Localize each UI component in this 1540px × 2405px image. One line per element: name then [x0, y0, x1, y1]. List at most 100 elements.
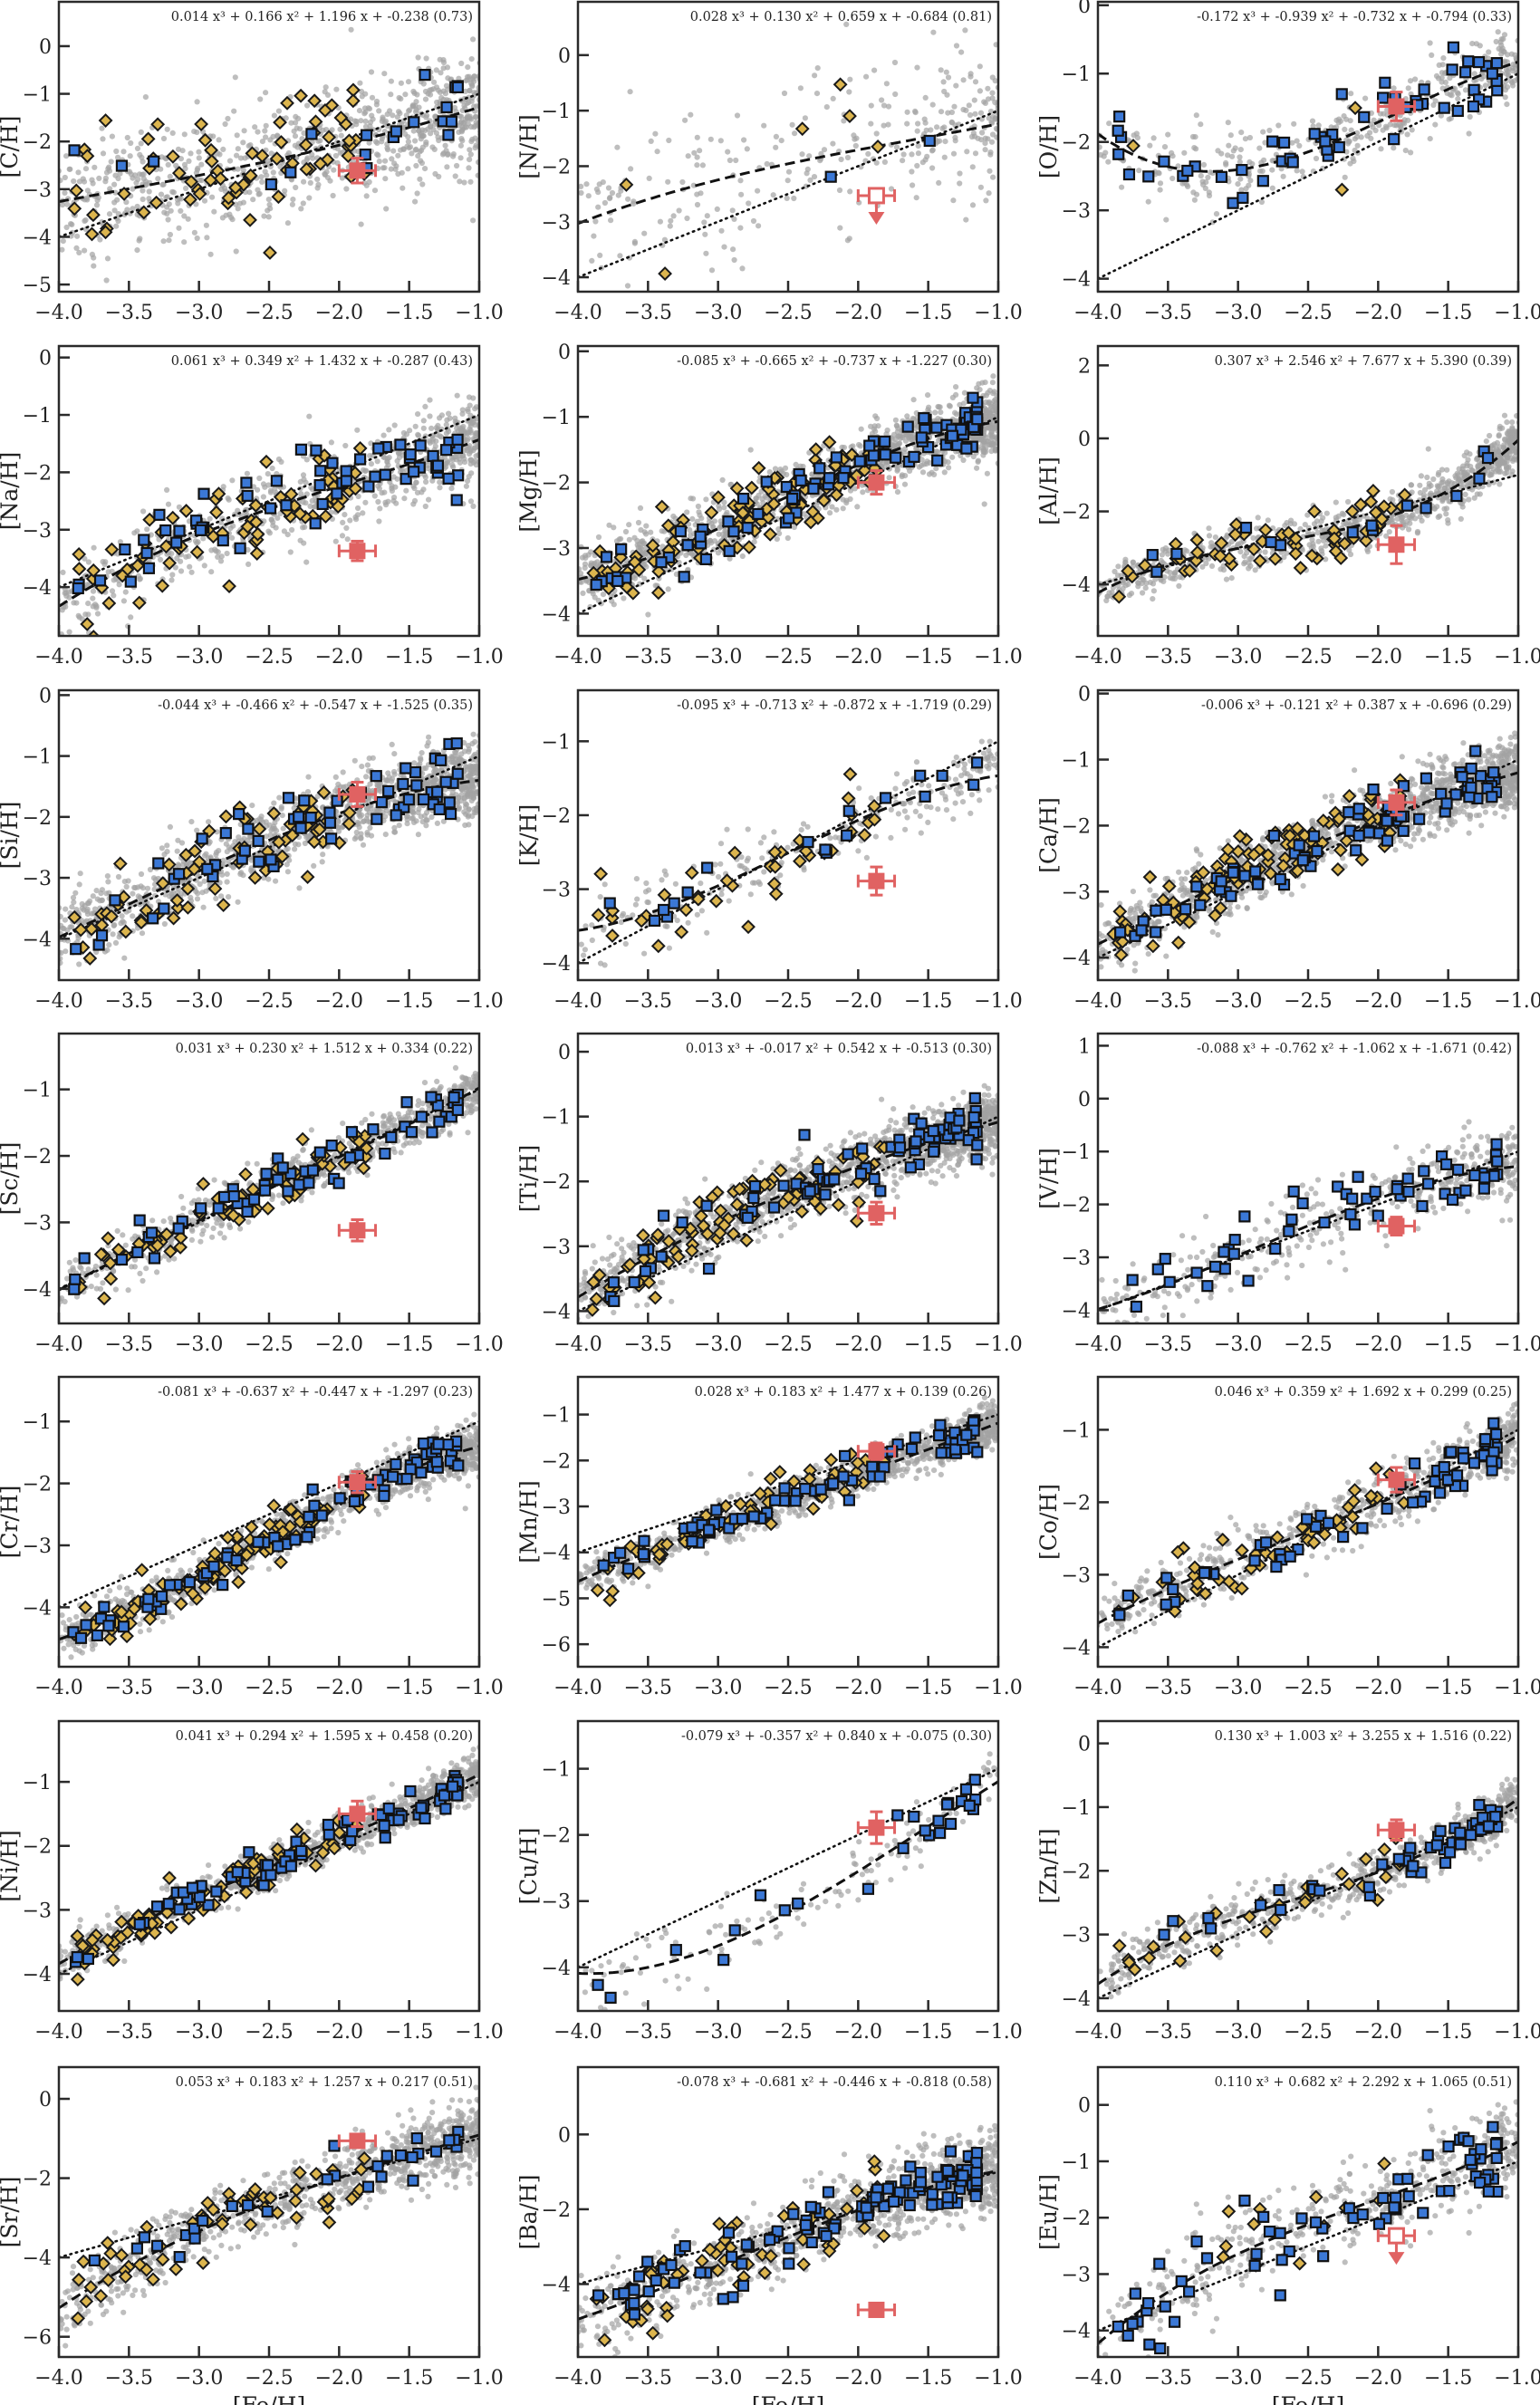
- x-tick-label: −1.0: [974, 302, 1022, 324]
- background-star-point: [342, 512, 348, 518]
- background-star-point: [449, 462, 456, 468]
- background-star-point: [881, 122, 887, 129]
- background-star-point: [971, 436, 977, 442]
- background-star-point: [813, 502, 820, 508]
- x-tick-label: −4.0: [1073, 302, 1121, 324]
- background-star-point: [82, 166, 90, 172]
- background-star-point: [988, 139, 996, 145]
- panel-nah: −4.0 −3.5 −3.0 −2.5 −2.0 −1.5 −1.00−1−2−3−4[Na…: [0, 344, 504, 669]
- background-star-point: [1299, 168, 1305, 175]
- yellow-diamond-point: [72, 562, 87, 576]
- background-star-point: [793, 461, 799, 467]
- background-star-point: [482, 424, 487, 429]
- blue-square-point: [173, 524, 186, 537]
- background-star-point: [307, 503, 313, 510]
- background-star-point: [414, 190, 420, 197]
- background-star-point: [1255, 515, 1261, 521]
- background-star-point: [1370, 124, 1376, 130]
- background-star-point: [482, 433, 487, 438]
- blue-square-point: [1335, 88, 1348, 101]
- background-star-point: [82, 247, 88, 254]
- background-star-point: [687, 527, 693, 534]
- blue-square-point: [837, 472, 850, 485]
- background-star-point: [986, 190, 992, 197]
- background-star-point: [668, 217, 674, 224]
- yellow-diamond-point: [101, 596, 117, 611]
- background-star-point: [1396, 121, 1402, 128]
- background-star-point: [990, 439, 997, 447]
- background-star-point: [588, 562, 594, 569]
- background-star-point: [1513, 55, 1518, 62]
- blue-square-point: [590, 578, 602, 592]
- background-star-point: [929, 101, 936, 108]
- blue-square-point: [316, 497, 329, 511]
- background-star-point: [1402, 148, 1409, 154]
- background-star-point: [127, 153, 133, 159]
- background-star-point: [1502, 94, 1508, 101]
- background-star-point: [218, 553, 225, 560]
- background-star-point: [133, 179, 140, 186]
- background-star-point: [932, 409, 938, 416]
- background-star-point: [648, 138, 654, 144]
- background-star-point: [1407, 78, 1414, 84]
- background-star-point: [188, 569, 195, 575]
- background-star-point: [172, 564, 178, 571]
- background-star-point: [353, 121, 360, 128]
- background-star-point: [275, 108, 282, 114]
- yellow-diamond-point: [149, 195, 164, 210]
- background-star-point: [284, 532, 291, 538]
- blue-square-point: [326, 457, 339, 469]
- background-star-point: [193, 201, 199, 207]
- background-star-point: [1200, 181, 1207, 188]
- background-star-point: [59, 202, 65, 208]
- background-star-point: [1354, 130, 1361, 136]
- yellow-diamond-point: [243, 212, 257, 227]
- background-star-point: [578, 579, 584, 585]
- yellow-diamond-point: [204, 154, 219, 168]
- background-star-point: [367, 453, 373, 459]
- background-star-point: [165, 501, 172, 507]
- background-star-point: [376, 108, 382, 114]
- background-star-point: [395, 463, 401, 469]
- background-star-point: [225, 115, 231, 122]
- background-star-point: [417, 131, 423, 138]
- background-star-point: [739, 265, 746, 272]
- background-star-point: [90, 588, 97, 594]
- background-star-point: [71, 178, 77, 185]
- background-star-point: [578, 189, 584, 197]
- background-star-point: [1469, 41, 1476, 47]
- background-star-point: [873, 159, 880, 166]
- background-star-point: [385, 147, 391, 153]
- background-star-point: [1237, 176, 1244, 182]
- background-star-point: [158, 556, 164, 563]
- background-star-point: [715, 550, 722, 556]
- background-star-point: [216, 137, 222, 143]
- background-star-point: [1006, 414, 1012, 419]
- background-star-point: [480, 428, 486, 433]
- background-star-point: [986, 115, 992, 121]
- background-star-point: [468, 56, 475, 63]
- background-star-point: [457, 178, 463, 185]
- background-star-point: [486, 423, 492, 428]
- blue-square-point: [1379, 76, 1391, 89]
- yellow-diamond-point: [80, 617, 95, 631]
- background-star-point: [128, 139, 134, 147]
- background-star-point: [384, 456, 390, 462]
- background-star-point: [989, 434, 996, 440]
- background-star-point: [111, 207, 118, 214]
- yellow-diamond-point: [816, 493, 832, 508]
- background-star-point: [75, 169, 82, 176]
- background-star-point: [194, 235, 200, 242]
- background-star-point: [146, 558, 152, 564]
- blue-square-point: [1459, 66, 1472, 79]
- background-star-point: [1432, 98, 1439, 104]
- x-tick-label: −4.0: [553, 302, 602, 324]
- background-star-point: [958, 49, 965, 55]
- background-star-point: [483, 146, 488, 151]
- background-star-point: [435, 422, 441, 428]
- yellow-diamond-point: [243, 168, 258, 183]
- yellow-diamond-point: [213, 171, 228, 187]
- background-star-point: [158, 191, 165, 197]
- background-star-point: [391, 495, 398, 501]
- background-star-point: [373, 98, 380, 105]
